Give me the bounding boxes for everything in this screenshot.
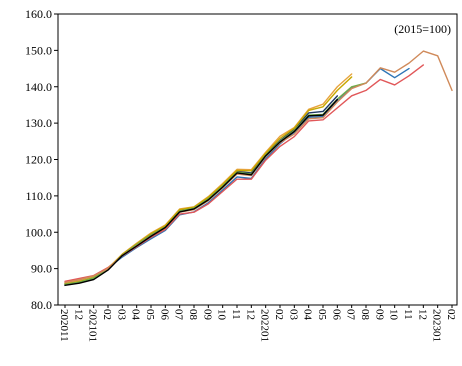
- series-line-8: [64, 98, 339, 287]
- x-tick-label: 04: [302, 309, 314, 321]
- x-tick-label: 07: [173, 309, 185, 321]
- x-tick-label: 12: [244, 309, 256, 320]
- x-tick-label: 202301: [431, 309, 443, 342]
- y-tick-label: 110.0: [25, 189, 52, 203]
- x-tick-label: 05: [316, 309, 328, 321]
- y-tick-label: 90.0: [31, 262, 52, 276]
- x-tick-label: 10: [388, 309, 400, 321]
- plot-area-frame: [57, 13, 458, 306]
- y-tick-label: 150.0: [25, 43, 52, 57]
- x-tick-label: 09: [201, 309, 213, 321]
- x-tick-label: 12: [72, 309, 84, 320]
- y-tick-label: 140.0: [25, 80, 52, 94]
- y-tick-label: 120.0: [25, 153, 52, 167]
- series-layer: [64, 50, 453, 287]
- x-tick-label: 03: [115, 309, 127, 321]
- x-tick-label: 202201: [259, 309, 271, 342]
- x-tick-label: 202011: [58, 309, 70, 342]
- x-tick-label: 05: [144, 309, 156, 321]
- y-tick-label: 80.0: [31, 298, 52, 312]
- x-tick-label: 06: [158, 309, 170, 321]
- x-tick-label: 02: [445, 309, 457, 320]
- y-tick-label: 100.0: [25, 225, 52, 239]
- x-tick-label: 11: [230, 309, 242, 320]
- x-tick-label: 202101: [87, 309, 99, 342]
- x-tick-label: 10: [216, 309, 228, 321]
- x-tick-label: 08: [359, 309, 371, 321]
- base-year-note: (2015=100): [394, 22, 451, 36]
- x-tick-label: 06: [330, 309, 342, 321]
- x-tick-label: 03: [287, 309, 299, 321]
- y-tick-label: 130.0: [25, 116, 52, 130]
- x-tick-label: 04: [130, 309, 142, 321]
- x-tick-label: 02: [101, 309, 113, 320]
- x-axis: 202011 12 202101 02 03 04 05 06 07 08 09 10 11 12 2022…: [58, 305, 457, 342]
- x-tick-label: 11: [402, 309, 414, 320]
- y-tick-label: 160.0: [25, 7, 52, 21]
- x-tick-label: 09: [373, 309, 385, 321]
- x-tick-label: 08: [187, 309, 199, 321]
- x-tick-label: 07: [345, 309, 357, 321]
- x-tick-label: 12: [416, 309, 428, 320]
- y-axis: 80.0 90.0 100.0 110.0 120.0 130.0 140.0 150.0 16…: [25, 7, 58, 312]
- x-tick-label: 02: [273, 309, 285, 320]
